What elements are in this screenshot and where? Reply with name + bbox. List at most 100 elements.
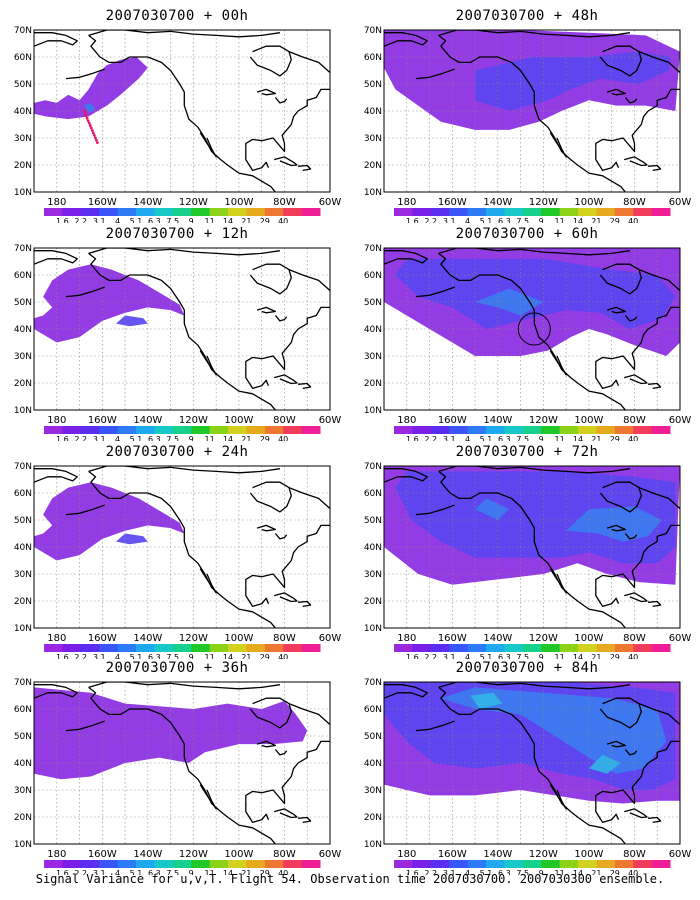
lon-label: 140W — [133, 633, 162, 644]
colorbar-label: 40 — [278, 435, 288, 441]
lon-label: 60W — [319, 415, 342, 426]
variance-shading — [470, 692, 503, 709]
variance-shading — [395, 471, 676, 564]
lat-label: 60N — [14, 489, 32, 499]
colorbar-label: 4 — [465, 435, 470, 441]
colorbar-swatch — [117, 644, 137, 652]
lat-label: 30N — [364, 570, 382, 580]
coastline — [384, 32, 428, 47]
colorbar-swatch — [394, 208, 413, 216]
lat-label: 50N — [14, 732, 32, 742]
colorbar-swatch — [614, 208, 634, 216]
colorbar-label: 2.2 — [424, 869, 437, 875]
colorbar-swatch — [596, 426, 616, 434]
panel-title: 2007030700 + 24h — [105, 444, 249, 460]
flight-track-point — [91, 131, 95, 135]
colorbar-swatch — [301, 426, 321, 434]
colorbar-swatch — [412, 860, 432, 868]
colorbar-label: 14 — [573, 217, 583, 223]
colorbar-label: 29 — [260, 217, 270, 223]
coastline — [256, 524, 277, 532]
map-panel: 70N 60N 50N 40N 30N 20N 10N 180 160W 140W 120W 100W… — [12, 444, 342, 659]
lat-label: 10N — [14, 840, 32, 850]
lon-label: 60W — [669, 849, 692, 860]
colorbar-label: 21 — [591, 869, 601, 875]
lon-label: 120W — [179, 415, 208, 426]
lat-label: 60N — [14, 271, 32, 281]
colorbar-label: 11 — [205, 653, 215, 659]
variance-shading — [116, 533, 148, 545]
colorbar-swatch — [522, 208, 542, 216]
coastline — [199, 350, 217, 376]
colorbar-swatch — [430, 208, 450, 216]
coastline — [624, 749, 638, 756]
flight-track-point — [96, 141, 99, 144]
lat-label: 60N — [14, 53, 32, 63]
flight-track-point — [88, 124, 92, 127]
variance-shading — [475, 51, 671, 111]
coastline — [438, 682, 630, 690]
colorbar-label: 1.6 — [406, 217, 419, 223]
coastline — [415, 68, 455, 80]
colorbar-label: 5.1 — [480, 653, 493, 659]
lon-label: 80W — [273, 633, 296, 644]
colorbar-swatch — [154, 644, 174, 652]
colorbar-label: 3.1 — [93, 435, 106, 441]
lon-label: 120W — [529, 415, 558, 426]
coastline — [274, 374, 298, 385]
lat-label: 10N — [364, 624, 382, 634]
lat-label: 60N — [364, 705, 382, 715]
lat-label: 30N — [364, 786, 382, 796]
map-panel: 70N 60N 50N 40N 30N 20N 10N 180 160W 140W 120W 100W… — [12, 8, 342, 223]
colorbar-label: 3.1 — [443, 217, 456, 223]
colorbar-label: 5.1 — [130, 869, 143, 875]
colorbar-label: 1.6 — [56, 869, 69, 875]
colorbar-swatch — [99, 644, 119, 652]
colorbar-label: 1.6 — [56, 217, 69, 223]
variance-shading — [84, 102, 96, 113]
lon-label: 100W — [224, 849, 253, 860]
colorbar-swatch — [541, 208, 561, 216]
colorbar-swatch — [578, 644, 597, 652]
lat-label: 20N — [14, 597, 32, 607]
colorbar-swatch — [633, 860, 653, 868]
coastline — [384, 684, 428, 699]
lon-label: 180 — [397, 633, 416, 644]
colorbar-label: 4 — [115, 217, 120, 223]
variance-shading — [116, 315, 148, 327]
lat-label: 20N — [14, 161, 32, 171]
coastline — [256, 740, 277, 748]
colorbar-label: 6.3 — [148, 217, 161, 223]
coastline — [549, 784, 567, 810]
lon-label: 140W — [483, 197, 512, 208]
coastline — [595, 148, 620, 172]
map-canvas: 70N 60N 50N 40N 30N 20N 10N 180 160W 140W 120W 100W… — [364, 244, 692, 441]
colorbar-swatch — [172, 860, 192, 868]
map-panel: 70N 60N 50N 40N 30N 20N 10N 180 160W 140W 120W 100W… — [12, 226, 342, 441]
coastline — [438, 252, 627, 410]
flight-track-point — [92, 133, 96, 137]
colorbar-swatch — [412, 208, 432, 216]
lat-label: 70N — [364, 244, 382, 254]
coastline — [638, 486, 680, 520]
coastline — [249, 45, 292, 77]
map-frame — [383, 465, 681, 629]
panel-title: 2007030700 + 48h — [455, 8, 599, 24]
lon-label: 140W — [133, 849, 162, 860]
colorbar-swatch — [154, 426, 174, 434]
coastline — [274, 749, 288, 756]
coastline — [648, 816, 662, 824]
lon-label: 80W — [623, 849, 646, 860]
lat-label: 40N — [364, 107, 382, 117]
colorbar-label: 40 — [628, 653, 638, 659]
coastline — [595, 88, 680, 153]
lat-label: 50N — [364, 516, 382, 526]
colorbar-swatch — [99, 208, 119, 216]
lat-label: 30N — [364, 134, 382, 144]
coastline — [274, 533, 288, 540]
map-frame — [383, 681, 681, 845]
lat-label: 30N — [14, 570, 32, 580]
colorbar-label: 6.3 — [498, 435, 511, 441]
lat-label: 10N — [364, 406, 382, 416]
coastline — [88, 34, 277, 192]
